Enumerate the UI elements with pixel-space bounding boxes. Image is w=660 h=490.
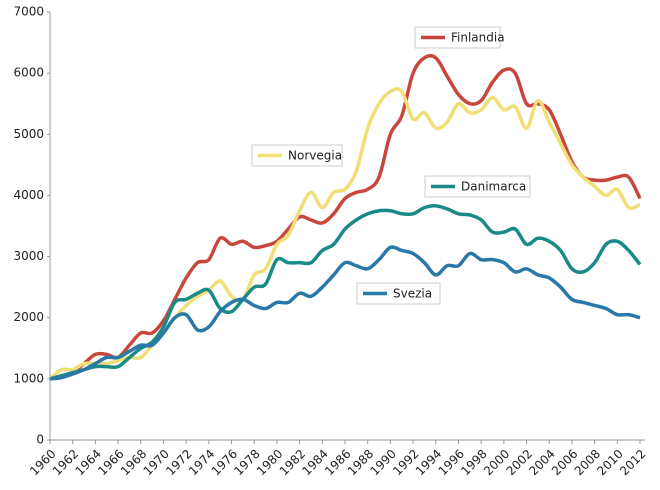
y-tick-label: 5000: [13, 127, 44, 141]
legend-label: Danimarca: [461, 180, 526, 194]
series-line: [49, 245, 641, 381]
series-line: [49, 54, 642, 381]
legend-box: [251, 144, 343, 167]
x-tick-label: 2012: [617, 447, 648, 478]
series-line: [48, 87, 641, 381]
y-tick-label: 3000: [13, 249, 44, 263]
legend-box: [414, 26, 501, 49]
legend-label: Svezia: [393, 287, 432, 301]
legend-box: [424, 175, 531, 198]
legend-label: Finlandia: [451, 31, 505, 45]
y-tick-label: 2000: [13, 310, 44, 324]
legend-label: Norvegia: [288, 149, 342, 163]
legend-box: [356, 282, 441, 305]
y-tick-label: 1000: [13, 371, 44, 385]
series-line: [49, 204, 642, 381]
y-tick-label: 0: [36, 433, 44, 447]
y-tick-label: 7000: [13, 5, 44, 19]
y-tick-label: 6000: [13, 66, 44, 80]
y-tick-label: 4000: [13, 188, 44, 202]
